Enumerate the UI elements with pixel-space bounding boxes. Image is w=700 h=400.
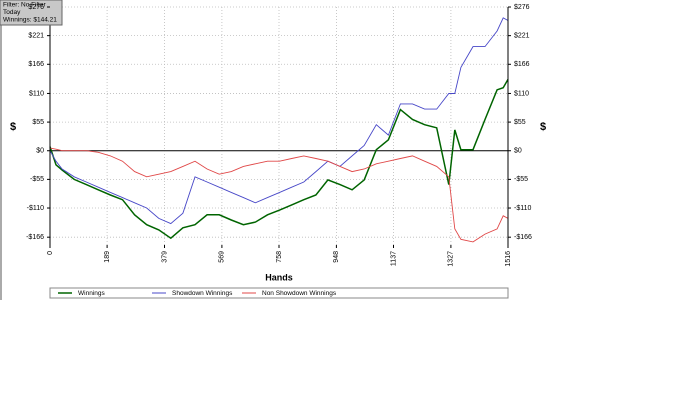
y2-tick-label: $55 <box>514 119 526 126</box>
x-tick-label: 1327 <box>448 251 455 267</box>
info-box-bg <box>0 0 63 26</box>
y2-axis-title: $ <box>540 121 546 133</box>
annotation: Filter: No Filter <box>3 2 46 9</box>
y-axis-title: $ <box>10 121 16 133</box>
plot-layer <box>49 6 509 245</box>
y-tick-label: -$110 <box>27 205 44 212</box>
y-tick-label: $110 <box>29 90 44 97</box>
info-box: Filter: No Filter Today Winnings: $144.2… <box>0 0 63 26</box>
x-tick-label: 569 <box>219 251 226 263</box>
x-tick-label: 948 <box>333 251 340 263</box>
x-tick-label: 189 <box>104 251 111 263</box>
x-tick-label: 758 <box>276 251 283 263</box>
y2-tick-label: $166 <box>514 61 530 68</box>
annotation: Winnings: $144.21 <box>3 17 57 24</box>
x-tick-label: 379 <box>161 251 168 263</box>
legend <box>49 287 509 299</box>
y-tick-label: -$55 <box>30 176 44 183</box>
y2-tick-label: $276 <box>514 4 530 11</box>
y-tick-label: $55 <box>32 119 44 126</box>
y-tick-label: $221 <box>28 32 44 39</box>
series-line <box>49 147 509 243</box>
y-tick-label: $166 <box>28 61 44 68</box>
legend-label: Showdown Winnings <box>172 290 233 297</box>
annotation: Today <box>3 9 21 16</box>
y-tick-label: $276 <box>28 4 44 11</box>
y2-tick-label: -$110 <box>514 205 531 212</box>
y2-tick-label: $0 <box>514 148 522 155</box>
series-line <box>49 79 509 240</box>
x-tick-label: 0 <box>47 251 54 255</box>
series-line <box>49 17 509 225</box>
y2-tick-label: -$55 <box>514 176 528 183</box>
x-tick-label: 1137 <box>390 251 397 266</box>
y2-tick-label: $110 <box>514 90 529 97</box>
plot-area <box>50 7 508 245</box>
y-tick-label: $0 <box>36 148 44 155</box>
x-tick-label: 1516 <box>505 251 512 267</box>
x-axis-title: Hands <box>265 272 293 282</box>
y2-tick-label: $221 <box>514 32 530 39</box>
y2-tick-label: -$166 <box>514 234 532 241</box>
y-tick-label: -$166 <box>26 234 44 241</box>
legend-label: Non Showdown Winnings <box>262 290 337 297</box>
legend-label: Winnings <box>78 290 105 297</box>
